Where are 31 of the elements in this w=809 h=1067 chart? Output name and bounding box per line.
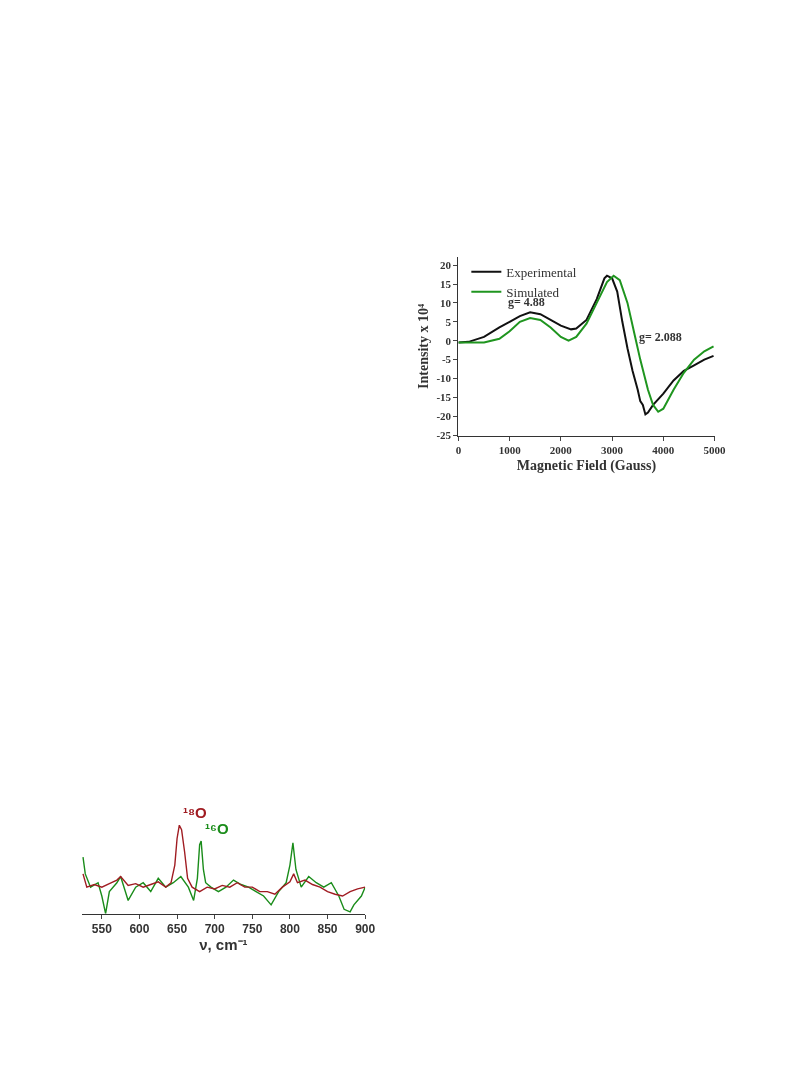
x-axis-title: ν, cm⁻¹	[199, 936, 248, 954]
x-tick-label: 750	[242, 922, 263, 937]
x-tick-label: 5000	[703, 444, 727, 457]
x-tick-label: 700	[204, 922, 226, 937]
y-tick-label: 0	[445, 334, 452, 347]
x-tick-label: 850	[317, 922, 338, 937]
y-tick-label: 15	[440, 277, 452, 290]
y-tick-label: 5	[445, 315, 452, 328]
x-tick-label: 800	[279, 922, 301, 937]
legend-label: Experimental	[506, 264, 577, 280]
y-tick-label: -25	[436, 429, 452, 442]
y-axis-title: Intensity x 10⁴	[416, 303, 432, 389]
x-tick-label: 900	[355, 922, 376, 937]
x-tick-label: 2000	[549, 444, 573, 457]
annotation: g= 2.088	[639, 330, 682, 344]
x-tick-label: 3000	[601, 444, 624, 457]
x-tick-label: 4000	[652, 444, 675, 457]
y-tick-label: 10	[440, 296, 452, 309]
x-tick-label: 600	[129, 922, 150, 937]
x-tick-label: 550	[91, 922, 113, 937]
x-tick-label: 0	[455, 444, 462, 457]
y-tick-label: 20	[440, 258, 452, 271]
x-tick-label: 650	[167, 922, 188, 937]
x-axis-title: Magnetic Field (Gauss)	[516, 457, 657, 474]
series-label: ¹⁶O	[205, 820, 229, 837]
y-tick-label: -5	[441, 353, 452, 366]
series-label: ¹⁸O	[183, 804, 208, 821]
y-tick-label: -15	[436, 391, 452, 404]
y-tick-label: -10	[436, 372, 452, 385]
x-tick-label: 1000	[498, 444, 522, 457]
y-tick-label: -20	[436, 410, 452, 423]
